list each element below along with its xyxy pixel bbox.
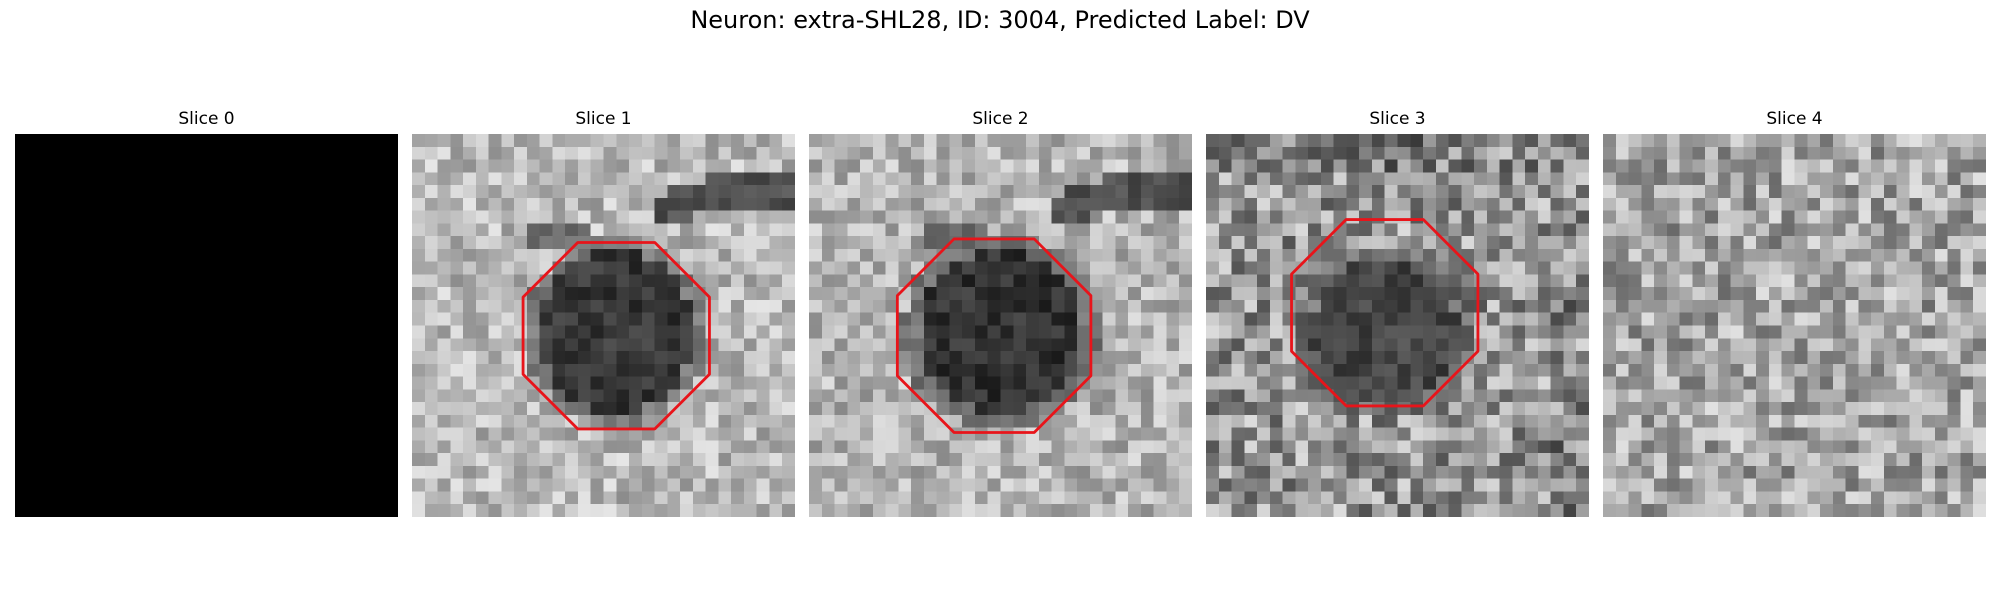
figure-title: Neuron: extra-SHL28, ID: 3004, Predicted… bbox=[690, 6, 1310, 34]
slice-title: Slice 0 bbox=[178, 109, 235, 129]
slice-panel-4: Slice 4 bbox=[1603, 108, 1986, 517]
slice-panel-2: Slice 2 bbox=[809, 108, 1192, 517]
slice-image bbox=[15, 134, 398, 517]
slice-image bbox=[1603, 134, 1986, 517]
roi-outline bbox=[895, 237, 1093, 434]
slice-title: Slice 1 bbox=[575, 109, 632, 129]
slice-image bbox=[412, 134, 795, 517]
slice-title: Slice 2 bbox=[972, 109, 1029, 129]
slice-panel-1: Slice 1 bbox=[412, 108, 795, 517]
slice-title: Slice 3 bbox=[1369, 109, 1426, 129]
slice-title: Slice 4 bbox=[1766, 109, 1823, 129]
roi-outline bbox=[521, 241, 711, 431]
slice-image bbox=[1206, 134, 1589, 517]
slice-background bbox=[15, 134, 398, 517]
roi-outline bbox=[1290, 218, 1480, 408]
slice-panel-3: Slice 3 bbox=[1206, 108, 1589, 517]
slice-panel-0: Slice 0 bbox=[15, 108, 398, 517]
slice-image bbox=[809, 134, 1192, 517]
